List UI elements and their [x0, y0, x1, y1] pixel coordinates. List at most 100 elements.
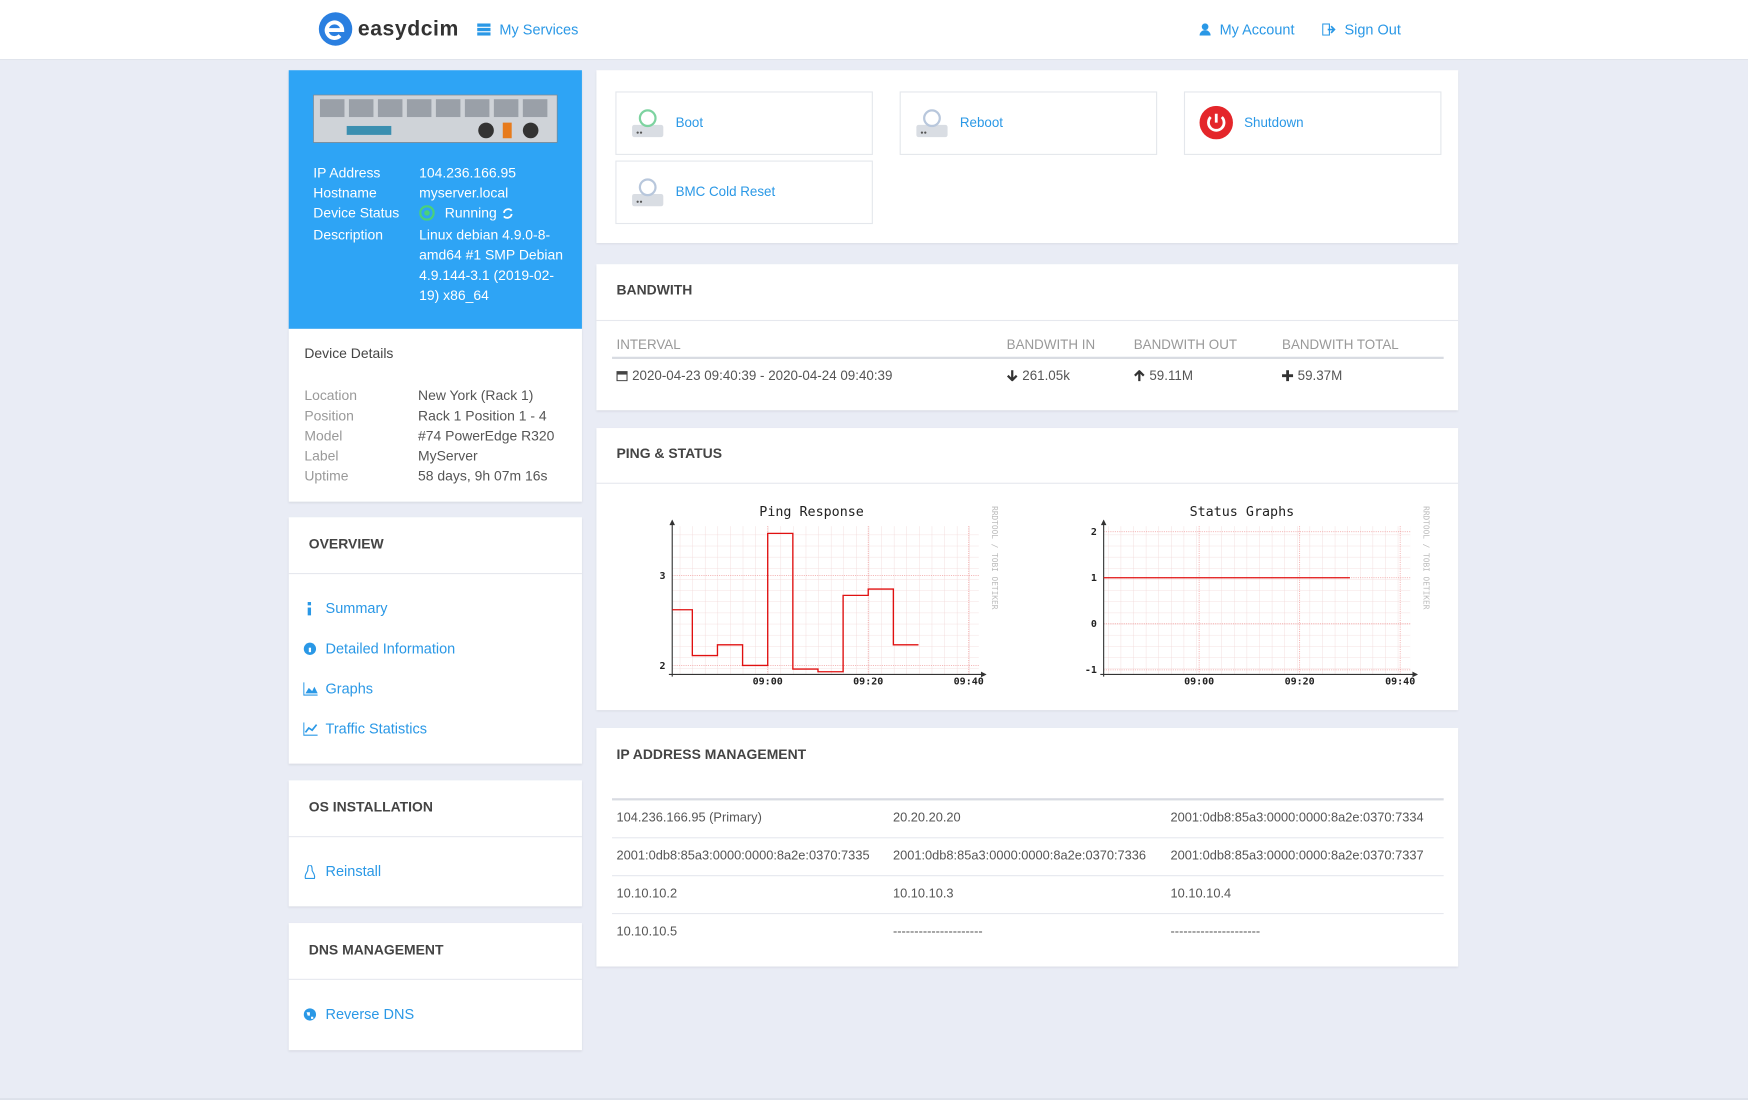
cell: 10.10.10.3	[892, 887, 954, 901]
ipam-card	[596, 727, 1459, 967]
field-label: Model	[304, 428, 343, 444]
section-title: IP ADDRESS MANAGEMENT	[616, 746, 807, 763]
cell: 2001:0db8:85a3:0000:0000:8a2e:0370:7335	[616, 849, 870, 863]
section-title: DNS MANAGEMENT	[308, 942, 444, 958]
action-button[interactable]	[1183, 91, 1442, 155]
nav-link[interactable]: Reverse DNS	[325, 1005, 415, 1023]
field-label: Label	[304, 448, 339, 464]
field-label: Location	[304, 387, 358, 404]
separator	[596, 319, 1459, 322]
nav-link[interactable]: Traffic Statistics	[325, 720, 428, 737]
link-icon	[304, 865, 316, 880]
action-label[interactable]: Reboot	[959, 114, 1003, 131]
cell: 261.05k	[1022, 367, 1070, 384]
field-label: Description	[313, 227, 383, 244]
cell: 104.236.166.95 (Primary)	[616, 811, 762, 825]
field-value: Linux debian 4.9.0-8-amd64 #1 SMP Debian…	[419, 227, 564, 304]
cell-icon	[1134, 370, 1145, 382]
field-label: Device Status	[313, 205, 400, 221]
row-separator	[612, 913, 1444, 915]
nav-link[interactable]: Graphs	[325, 680, 374, 697]
column-header: BANDWITH OUT	[1133, 336, 1238, 353]
nav-link[interactable]: Detailed Information	[325, 639, 456, 657]
signout-link[interactable]: Sign Out	[1344, 21, 1401, 38]
link-icon	[303, 642, 317, 655]
field-label: IP Address	[313, 164, 381, 181]
field-label: Uptime	[304, 468, 349, 484]
separator	[288, 978, 582, 980]
column-header: INTERVAL	[616, 336, 681, 353]
services-icon	[477, 23, 491, 36]
account-link[interactable]: My Account	[1219, 21, 1295, 38]
cell: 2020-04-23 09:40:39 - 2020-04-24 09:40:3…	[632, 367, 893, 384]
cell: 2001:0db8:85a3:0000:0000:8a2e:0370:7337	[1170, 849, 1424, 863]
bandwidth-card	[596, 264, 1459, 411]
nav-link[interactable]: My Services	[499, 21, 579, 38]
separator	[596, 482, 1459, 484]
server-image	[313, 94, 558, 143]
field-value: 104.236.166.95	[419, 164, 517, 181]
action-label[interactable]: BMC Cold Reset	[675, 183, 776, 200]
footer-rule	[0, 1098, 1748, 1100]
column-header: BANDWITH IN	[1006, 336, 1096, 353]
cell-icon	[1006, 370, 1018, 382]
action-button[interactable]	[615, 160, 873, 225]
row-separator	[612, 875, 1444, 877]
field-label: Hostname	[313, 185, 377, 201]
status-icon	[419, 205, 435, 221]
link-icon	[303, 682, 318, 696]
cell: 59.37M	[1297, 367, 1343, 384]
details-card	[288, 328, 582, 502]
field-label: Position	[304, 408, 354, 424]
separator	[288, 573, 582, 575]
field-value: MyServer	[418, 448, 478, 464]
field-value: Rack 1 Position 1 - 4	[418, 408, 547, 424]
nav-link[interactable]: Summary	[325, 599, 388, 617]
ping-card	[596, 428, 1459, 711]
column-header: BANDWITH TOTAL	[1282, 336, 1399, 353]
action-label[interactable]: Shutdown	[1244, 114, 1304, 131]
table-rule	[612, 798, 1444, 801]
cell: 2001:0db8:85a3:0000:0000:8a2e:0370:7336	[892, 849, 1147, 863]
action-icon	[916, 109, 948, 138]
link-icon	[307, 601, 312, 616]
section-title: OS INSTALLATION	[308, 799, 433, 815]
cell: 59.11M	[1149, 367, 1193, 384]
field-value: Running	[444, 205, 497, 221]
field-value: #74 PowerEdge R320	[418, 428, 555, 444]
action-button[interactable]	[899, 91, 1158, 155]
cell-icon	[1282, 370, 1294, 382]
cell: 10.10.10.4	[1170, 887, 1232, 901]
link-icon	[303, 1008, 317, 1021]
brand[interactable]: easydcim	[357, 17, 459, 42]
section-title: PING & STATUS	[616, 445, 723, 462]
section-title: Device Details	[304, 345, 394, 362]
cell: ---------------------	[1170, 925, 1261, 939]
action-label[interactable]: Boot	[675, 114, 704, 131]
action-icon	[632, 178, 664, 207]
nav-link[interactable]: Reinstall	[325, 862, 382, 880]
action-button[interactable]	[615, 91, 873, 155]
header	[0, 0, 1748, 61]
row-separator	[612, 837, 1444, 839]
cell: 10.10.10.5	[616, 925, 678, 939]
cell: 2001:0db8:85a3:0000:0000:8a2e:0370:7334	[1170, 811, 1424, 825]
cell: 20.20.20.20	[892, 811, 961, 825]
overview-card	[288, 517, 582, 764]
dns-card	[288, 923, 582, 1051]
field-value: 58 days, 9h 07m 16s	[418, 468, 548, 484]
separator	[288, 836, 582, 838]
cell: 10.10.10.2	[616, 887, 678, 901]
field-value: myserver.local	[419, 185, 509, 201]
cell-icon	[616, 371, 628, 382]
logo-icon	[318, 12, 353, 46]
field-value: New York (Rack 1)	[418, 387, 534, 404]
section-title: OVERVIEW	[308, 536, 384, 552]
shutdown-icon	[1199, 105, 1233, 140]
signout-icon	[1322, 23, 1336, 36]
os-card	[288, 780, 582, 907]
cell: ---------------------	[892, 925, 983, 939]
section-title: BANDWITH	[616, 282, 693, 298]
account-icon	[1199, 23, 1211, 36]
